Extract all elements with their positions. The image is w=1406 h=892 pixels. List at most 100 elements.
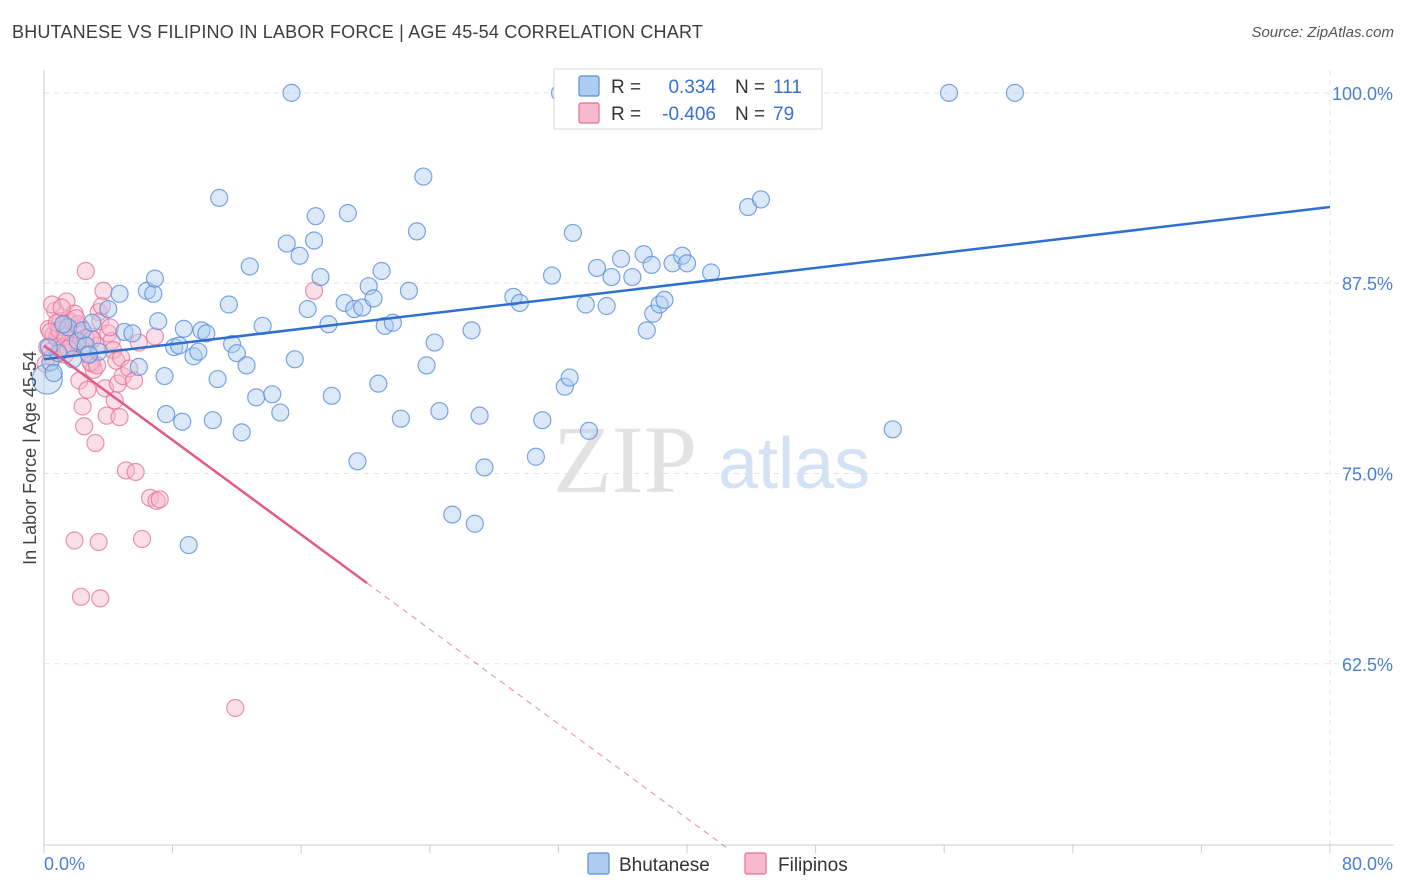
bhutanese-point — [663, 254, 682, 273]
series-legend: Bhutanese Filipinos — [587, 852, 848, 876]
bhutanese-point — [883, 420, 902, 439]
bhutanese-point — [179, 535, 198, 555]
bhutanese-trend-line — [43, 205, 1331, 361]
bhutanese-point — [219, 295, 238, 314]
filipinos-point — [78, 380, 97, 399]
bhutanese-point — [462, 321, 481, 340]
bhutanese-point — [939, 83, 959, 102]
bhutanese-point — [210, 188, 229, 207]
bhutanese-point — [425, 333, 444, 352]
bhutanese-point — [203, 411, 222, 430]
bhutanese-point — [597, 296, 616, 316]
bhutanese-point — [338, 204, 357, 223]
bhutanese-point — [123, 324, 142, 343]
filipinos-point — [94, 281, 113, 300]
bhutanese-point — [63, 350, 83, 369]
series-legend-swatch-filipinos — [744, 852, 767, 875]
bhutanese-point — [59, 318, 78, 337]
filipinos-trend-extension — [366, 582, 728, 849]
bhutanese-point — [282, 83, 301, 102]
bhutanese-point — [237, 356, 256, 375]
bhutanese-points — [31, 83, 1025, 555]
bhutanese-point — [144, 284, 163, 303]
bhutanese-point — [399, 281, 419, 300]
bhutanese-point — [304, 231, 324, 250]
legend-n-value-bhutanese: 111 — [773, 77, 802, 98]
bhutanese-point — [576, 295, 595, 314]
filipinos-point — [102, 331, 121, 351]
bhutanese-point — [189, 342, 208, 361]
legend-r-label-bhutanese: R = — [611, 77, 641, 98]
series-legend-label-bhutanese: Bhutanese — [619, 855, 710, 876]
bhutanese-point — [227, 344, 246, 363]
filipinos-point — [71, 587, 91, 606]
bhutanese-point — [348, 452, 367, 471]
filipinos-point — [126, 462, 145, 482]
bhutanese-point — [145, 269, 165, 288]
bhutanese-point — [311, 267, 330, 287]
filipinos-point — [71, 318, 91, 337]
filipinos-point — [86, 433, 105, 453]
chart-title: BHUTANESE VS FILIPINO IN LABOR FORCE | A… — [12, 22, 704, 42]
bhutanese-point — [751, 190, 771, 209]
bhutanese-point — [222, 334, 242, 354]
bhutanese-point — [579, 421, 599, 440]
filipinos-point — [150, 490, 169, 509]
y-tick-label: 75.0% — [1342, 464, 1393, 484]
bhutanese-point — [83, 313, 102, 332]
bhutanese-point — [192, 321, 211, 340]
bhutanese-point — [587, 258, 607, 278]
bhutanese-point — [232, 423, 251, 442]
bhutanese-point — [99, 299, 118, 319]
bhutanese-point — [677, 254, 697, 273]
bhutanese-point — [563, 223, 582, 243]
bhutanese-point — [611, 249, 631, 268]
bhutanese-point — [149, 312, 168, 331]
filipinos-point — [89, 532, 108, 552]
bhutanese-point — [1005, 83, 1025, 102]
bhutanese-point — [475, 458, 494, 477]
bhutanese-point — [277, 234, 296, 253]
filipinos-point — [110, 408, 129, 427]
bhutanese-point — [407, 222, 427, 241]
bhutanese-point — [637, 321, 656, 340]
bhutanese-point — [372, 261, 391, 281]
bhutanese-point — [197, 324, 216, 343]
filipinos-point — [145, 327, 165, 346]
legend-r-value-filipinos: -0.406 — [662, 104, 716, 125]
bhutanese-point — [157, 405, 176, 424]
bhutanese-point — [417, 356, 436, 375]
legend-n-label-bhutanese: N = — [735, 77, 765, 98]
legend-swatch-filipinos — [578, 102, 600, 124]
bhutanese-point — [644, 304, 663, 323]
legend-n-label-filipinos: N = — [735, 104, 765, 125]
bhutanese-point — [533, 411, 552, 430]
legend-r-label-filipinos: R = — [611, 104, 641, 125]
x-tick-label: 80.0% — [1342, 854, 1393, 874]
bhutanese-point — [560, 368, 579, 387]
bhutanese-point — [169, 336, 189, 355]
bhutanese-point — [298, 299, 317, 319]
bhutanese-point — [290, 246, 309, 265]
bhutanese-point — [526, 447, 545, 466]
y-tick-label: 87.5% — [1342, 274, 1393, 294]
filipinos-point — [132, 529, 152, 549]
filipinos-point — [52, 298, 71, 317]
bhutanese-point — [240, 257, 259, 276]
bhutanese-point — [155, 366, 174, 386]
bhutanese-point — [173, 412, 192, 431]
stats-legend: R = 0.334 N = 111 R = -0.406 N = 79 — [553, 68, 823, 130]
filipinos-point — [100, 318, 120, 337]
bhutanese-point — [247, 388, 266, 407]
legend-swatch-bhutanese — [578, 75, 600, 97]
series-legend-swatch-bhutanese — [587, 852, 610, 875]
x-tick-label: 0.0% — [44, 854, 85, 874]
bhutanese-point — [54, 315, 73, 334]
bhutanese-point — [430, 401, 449, 421]
legend-r-value-bhutanese: 0.334 — [668, 77, 716, 98]
filipinos-point — [65, 531, 84, 550]
watermark: ZIP atlas — [553, 406, 870, 513]
bhutanese-point — [470, 406, 489, 425]
bhutanese-point — [306, 207, 325, 226]
bhutanese-point — [414, 167, 433, 186]
